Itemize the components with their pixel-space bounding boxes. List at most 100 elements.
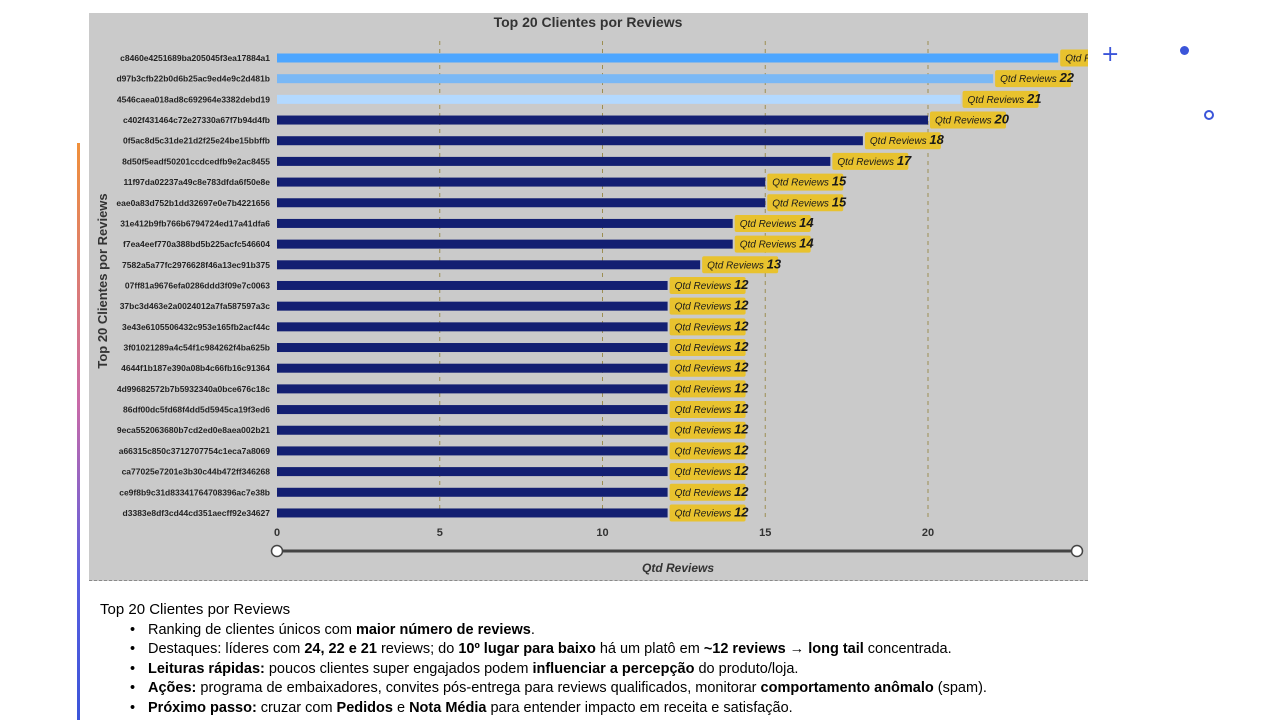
data-label-box [669, 276, 746, 294]
bar[interactable] [277, 177, 766, 187]
note-text: Nota Média [409, 699, 487, 716]
bar[interactable] [277, 74, 994, 84]
data-label-prefix: Qtd Reviews [935, 116, 994, 127]
data-label: Qtd Reviews 12 [675, 339, 750, 354]
bar[interactable] [277, 53, 1059, 63]
category-label: 4644f1b187e390a08b4c66fb16c91364 [121, 363, 270, 373]
data-label: Qtd Reviews 22 [1000, 70, 1075, 85]
data-label: Qtd Reviews 15 [772, 194, 847, 209]
data-label-prefix: Qtd Reviews [675, 364, 734, 375]
category-label: 86df00dc5fd68f4dd5d5945ca19f3ed6 [123, 405, 270, 415]
plus-icon: + [1101, 42, 1120, 67]
bar[interactable] [277, 280, 668, 290]
data-label: Qtd Reviews 18 [870, 132, 945, 147]
note-bullet-1: Ranking de clientes únicos com maior núm… [130, 621, 1100, 641]
bar[interactable] [277, 322, 668, 332]
y-axis-label: Top 20 Clientes por Reviews [95, 193, 110, 368]
category-label: 9eca552063680b7cd2ed0e8aea002b21 [117, 425, 270, 435]
bar[interactable] [277, 156, 831, 166]
data-label: Qtd Reviews 21 [968, 91, 1042, 106]
data-label-box [734, 214, 811, 232]
data-label-box [702, 256, 779, 274]
bar[interactable] [277, 487, 668, 497]
notes-list: Ranking de clientes únicos com maior núm… [100, 621, 1100, 718]
data-label-prefix: Qtd Reviews [772, 198, 831, 209]
data-label-value: 13 [767, 256, 782, 271]
data-label-value: 12 [734, 339, 749, 354]
bar[interactable] [277, 405, 668, 415]
note-text: programa de embaixadores, convites pós-e… [196, 680, 761, 697]
data-label-value: 12 [734, 318, 749, 333]
data-label-value: 14 [799, 215, 814, 230]
note-text: concentrada. [863, 641, 952, 658]
data-label-box [669, 380, 746, 398]
bar[interactable] [277, 136, 863, 146]
bar[interactable] [277, 94, 961, 104]
bar[interactable] [277, 343, 668, 353]
bar[interactable] [277, 446, 668, 456]
data-label-prefix: Qtd Reviews [772, 178, 831, 189]
bar[interactable] [277, 508, 668, 518]
bar[interactable] [277, 425, 668, 435]
bar[interactable] [277, 239, 733, 249]
data-label-value: 12 [734, 484, 749, 499]
bar[interactable] [277, 115, 928, 125]
category-label: 11f97da02237a49c8e783dfda6f50e8e [123, 177, 270, 187]
data-label-prefix: Qtd Reviews [675, 446, 734, 457]
data-label-value: 12 [734, 380, 749, 395]
bar[interactable] [277, 260, 701, 270]
data-label-box [669, 483, 746, 501]
category-label: c8460e4251689ba205045f3ea17884a1 [120, 53, 270, 63]
chart-svg: Top 20 Clientes por Reviews Top 20 Client… [95, 14, 1088, 575]
bar[interactable] [277, 198, 766, 208]
data-label-value: 12 [734, 422, 749, 437]
data-label-prefix: Qtd Reviews [675, 426, 734, 437]
data-label-box [864, 132, 941, 150]
data-label-box [669, 504, 746, 522]
data-label: Qtd Reviews 14 [740, 236, 815, 251]
x-tick-label: 10 [596, 527, 608, 539]
category-label: 4546caea018ad8c692964e3382debd19 [117, 94, 270, 104]
data-label-prefix: Qtd Reviews [707, 260, 766, 271]
data-label: Qtd Reviews 14 [740, 215, 815, 230]
bar[interactable] [277, 467, 668, 477]
data-label: Qtd Reviews 15 [772, 174, 847, 189]
data-label: Qtd Reviews 17 [837, 153, 912, 168]
data-label-value: 12 [734, 504, 749, 519]
data-label: Qtd Reviews 12 [675, 463, 750, 478]
note-text: há um platô em [595, 641, 704, 658]
data-label-box [669, 401, 746, 419]
bar[interactable] [277, 384, 668, 394]
bar[interactable] [277, 363, 668, 373]
data-label-box [767, 173, 844, 191]
note-text: Pedidos [336, 699, 393, 716]
data-label-value: 21 [1026, 91, 1041, 106]
data-label: Qtd Reviews 12 [675, 380, 750, 395]
data-label: Qtd Reviews 12 [675, 318, 750, 333]
data-label-prefix: Qtd Reviews [675, 384, 734, 395]
bar[interactable] [277, 218, 733, 228]
data-label-prefix: Qtd Reviews [870, 136, 929, 147]
category-label: 0f5ac8d5c31de21d2f25e24be15bbffb [123, 136, 270, 146]
note-text: e [392, 699, 410, 716]
data-label: Qtd Reviews 12 [675, 277, 750, 292]
range-slider-handle-right[interactable] [1070, 544, 1084, 558]
data-label: Qtd Reviews 12 [675, 360, 750, 375]
data-label-prefix: Qtd Reviews [675, 405, 734, 416]
data-label: Qtd Reviews 20 [935, 112, 1010, 127]
note-text: Próximo passo: [148, 699, 257, 716]
chart-title: Top 20 Clientes por Reviews [494, 14, 683, 30]
category-label: 31e412b9fb766b6794724ed17a41dfa6 [120, 218, 270, 228]
ring-icon [1204, 110, 1214, 120]
range-slider-handle-left[interactable] [270, 544, 284, 558]
accent-line [77, 143, 80, 720]
data-label-prefix: Qtd Reviews [675, 322, 734, 333]
data-label-box [734, 235, 811, 253]
category-label: d97b3cfb22b0d6b25ac9ed4e9c2d481b [116, 74, 270, 84]
data-label-prefix: Qtd Reviews [837, 157, 896, 168]
data-label-value: 22 [1059, 70, 1075, 85]
note-text: Ranking de clientes únicos com [148, 622, 356, 638]
note-text: do produto/loja. [694, 660, 799, 677]
category-label: 3f01021289a4c54f1c984262f4ba625b [123, 343, 270, 353]
bar[interactable] [277, 301, 668, 311]
